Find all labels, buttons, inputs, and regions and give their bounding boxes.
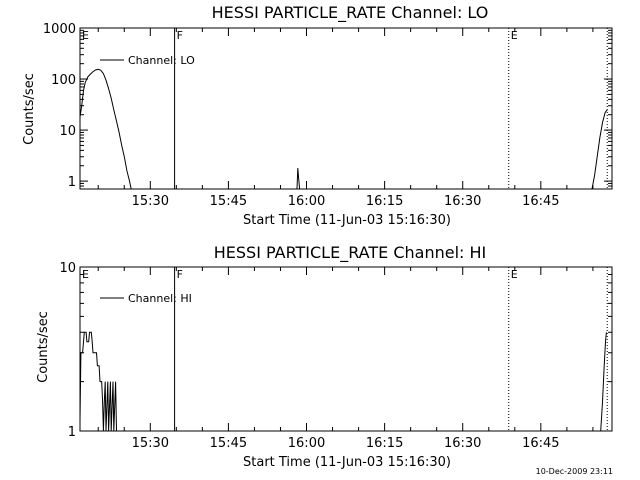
x-tick-label: 15:30 xyxy=(132,194,169,209)
y-tick-label: 1000 xyxy=(43,22,76,37)
plot-area: 15:30 15:45 16:00 16:15 16:30 16:45 1 10 100 1000… xyxy=(43,22,613,209)
chart-title: HESSI PARTICLE_RATE Channel: HI xyxy=(214,243,487,263)
flag-label: E xyxy=(511,29,518,42)
flag-label: F xyxy=(177,268,183,281)
legend-label: Channel: LO xyxy=(128,54,195,67)
x-axis-label: Start Time (11-Jun-03 15:16:30) xyxy=(243,213,451,228)
x-tick-label: 16:30 xyxy=(444,436,481,451)
chart-panel-hi: HESSI PARTICLE_RATE Channel: HI Counts/s… xyxy=(36,243,613,470)
series-line xyxy=(79,331,607,432)
x-tick-label: 16:15 xyxy=(366,194,403,209)
x-tick-label: 15:45 xyxy=(210,194,247,209)
y-tick-label: 1 xyxy=(68,425,76,440)
plot-area: 15:30 15:45 16:00 16:15 16:30 16:45 1 10 E F E xyxy=(59,261,613,451)
chart-panel-lo: HESSI PARTICLE_RATE Channel: LO Counts/s… xyxy=(22,3,613,228)
flag-label: E xyxy=(82,29,89,42)
flag-label: E xyxy=(82,268,89,281)
y-tick-label: 10 xyxy=(59,261,76,276)
x-tick-label: 16:00 xyxy=(288,436,325,451)
flag-label: F xyxy=(177,29,183,42)
plot-frame xyxy=(79,27,613,190)
y-axis-label: Counts/sec xyxy=(36,311,51,383)
y-tick-label: 10 xyxy=(59,124,76,139)
timestamp: 10-Dec-2009 23:11 xyxy=(536,467,613,476)
legend: Channel: HI xyxy=(100,292,192,305)
x-tick-label: 16:45 xyxy=(522,194,559,209)
y-axis-label: Counts/sec xyxy=(22,73,37,145)
x-tick-label: 15:45 xyxy=(210,436,247,451)
legend: Channel: LO xyxy=(100,54,195,67)
x-tick-label: 16:00 xyxy=(288,194,325,209)
chart-title: HESSI PARTICLE_RATE Channel: LO xyxy=(212,3,489,23)
x-tick-label: 16:15 xyxy=(366,436,403,451)
series-line xyxy=(79,68,608,190)
legend-label: Channel: HI xyxy=(128,292,192,305)
y-tick-label: 100 xyxy=(51,73,76,88)
flag-label: E xyxy=(511,268,518,281)
x-tick-label: 16:30 xyxy=(444,194,481,209)
x-tick-label: 16:45 xyxy=(522,436,559,451)
y-tick-label: 1 xyxy=(68,175,76,190)
x-tick-label: 15:30 xyxy=(132,436,169,451)
x-axis-label: Start Time (11-Jun-03 15:16:30) xyxy=(243,455,451,470)
plot-frame xyxy=(79,266,613,432)
